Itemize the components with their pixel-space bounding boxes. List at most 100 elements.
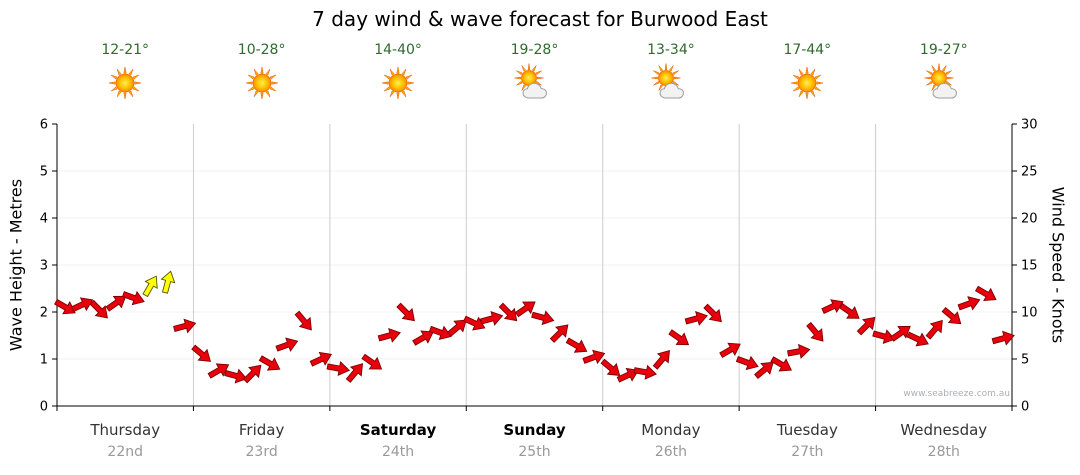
wind-arrow [377,327,401,343]
sun-ray [668,65,674,72]
day-label: Sunday 25th [466,421,602,460]
wind-arrow [872,329,896,344]
day-label: Wednesday 28th [876,421,1012,460]
sun-ray [109,81,116,85]
sun-ray [805,66,809,74]
sun-ray [653,80,660,86]
sun-ray [128,90,134,98]
wind-arrow-highlight [160,270,176,294]
wind-arrow [309,351,333,367]
sun-ray [383,74,391,80]
wind-arrow [957,296,981,311]
wind-arrow [633,364,657,380]
cloud-shape [522,82,548,99]
wind-arrow [173,318,197,334]
right-tick-label: 5 [1021,353,1029,368]
sun-ray [521,65,527,72]
day-date: 23rd [245,444,278,460]
cloud-shape [932,82,957,99]
sun-ray [116,90,122,98]
wind-arrow [258,355,281,371]
wind-arrow [735,355,759,371]
sun-ray [265,68,270,76]
sun-ray [381,81,389,85]
sun-ray [516,80,524,86]
sun-ray [383,86,391,92]
sun-ray [946,76,954,80]
wind-arrow [121,290,145,306]
sun-ray [816,81,824,85]
sun-ray [653,70,660,76]
day-temperature: 13-34° [647,42,695,58]
watermark: www.seabreeze.com.au [903,389,1010,399]
day-header: 19-27° [876,42,1012,106]
right-tick-label: 25 [1021,165,1038,180]
sun-ray [674,76,681,80]
wind-arrow [224,368,248,384]
wind-arrow [890,325,911,342]
sun-ray [658,65,663,72]
sun-ray [132,86,140,92]
day-label: Tuesday 27th [739,421,875,460]
wind-arrow [549,324,569,343]
wind-arrow [974,285,997,302]
day-header: 10-28° [193,42,329,106]
wind-arrow [565,337,588,353]
wind-arrow [428,325,452,341]
sun-ray [134,81,142,85]
day-temperature: 12-21° [101,42,150,58]
sun-ray [401,68,407,76]
sunny-icon [739,62,875,106]
sun-disc [797,73,817,93]
sun-ray [945,70,952,76]
sunny-icon [330,62,466,106]
right-tick-label: 15 [1021,259,1038,274]
wind-arrow [838,302,860,319]
wind-arrow [531,310,555,326]
wind-arrow [906,331,929,347]
sun-ray [396,66,400,74]
wind-arrow [941,307,962,325]
wind-arrow [242,364,262,384]
right-tick-label: 0 [1021,400,1029,415]
sun-ray [791,81,798,85]
sun-ray [814,86,822,92]
wind-arrow [652,349,670,370]
day-temperature: 19-27° [919,42,968,58]
day-header: 14-40° [330,42,466,106]
wind-arrow [207,363,230,379]
day-date: 25th [518,444,551,460]
wind-arrow [54,298,76,315]
sun-ray [516,70,524,76]
sunny-icon [193,62,329,106]
wind-arrow [925,319,943,340]
wind-arrow [600,358,621,376]
sun-ray [389,68,395,76]
day-temperature: 19-28° [510,42,559,58]
day-date: 28th [927,444,960,460]
wind-arrow [856,316,876,336]
day-header: 19-28° [466,42,602,106]
sun-ray [253,90,259,98]
sun-ray [514,76,522,80]
wind-arrow [991,330,1015,346]
partly-cloudy-icon [876,62,1012,106]
sun-ray [111,86,118,92]
sun-ray [672,70,679,76]
left-tick-label: 5 [40,165,48,180]
wind-arrow [582,349,606,365]
cloud-shape [659,82,684,99]
wind-arrow [498,302,518,322]
day-label: Monday 26th [603,421,739,460]
sun-ray [532,65,538,72]
day-temperature: 17-44° [783,42,832,58]
left-tick-label: 3 [40,259,48,274]
sun-ray [260,66,264,74]
day-date: 26th [654,444,687,460]
sun-ray [805,92,809,100]
sun-ray [407,81,415,85]
day-date: 22nd [107,444,143,460]
sun-ray [253,68,259,76]
wind-arrow [326,360,351,377]
